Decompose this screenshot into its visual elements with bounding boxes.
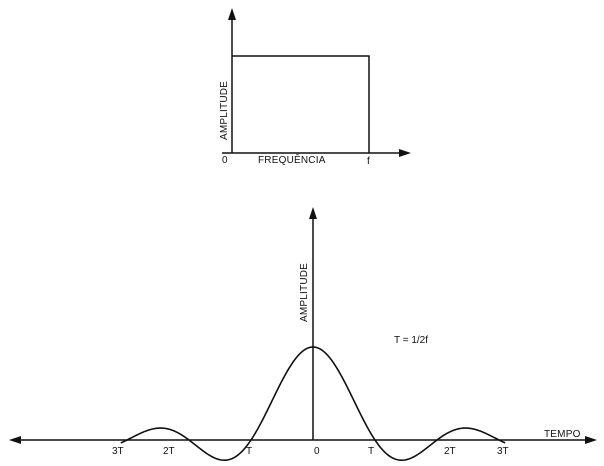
time-x-left-arrow-icon: [9, 436, 21, 444]
spectrum-y-label: AMPLITUDE: [219, 81, 230, 140]
time-plot: AMPLITUDE TEMPO T = 1/2f 3T 2T T 0 T 2T …: [9, 207, 597, 462]
period-formula: T = 1/2f: [394, 335, 428, 346]
tick-label-neg-T: T: [246, 446, 252, 457]
sinc-curve: [120, 346, 506, 462]
spectrum-cutoff-label: f: [367, 156, 370, 167]
time-y-label: AMPLITUDE: [299, 263, 310, 322]
spectrum-x-label: FREQUÊNCIA: [258, 153, 326, 166]
spectrum-plot: AMPLITUDE FREQUÊNCIA 0 f: [219, 8, 411, 167]
tick-label-pos-3T: 3T: [497, 446, 509, 457]
tick-label-zero: 0: [314, 446, 320, 457]
tick-label-neg-2T: 2T: [163, 446, 175, 457]
spectrum-rectangle: [232, 55, 370, 153]
spectrum-origin-label: 0: [222, 155, 228, 166]
time-y-arrow-icon: [309, 207, 317, 219]
spectrum-y-arrow-icon: [228, 8, 236, 20]
tick-label-neg-3T: 3T: [112, 446, 124, 457]
tick-label-pos-T: T: [368, 446, 374, 457]
time-x-right-arrow-icon: [585, 436, 597, 444]
tick-label-pos-2T: 2T: [444, 446, 456, 457]
time-x-label: TEMPO: [544, 429, 581, 440]
spectrum-x-arrow-icon: [399, 149, 411, 157]
